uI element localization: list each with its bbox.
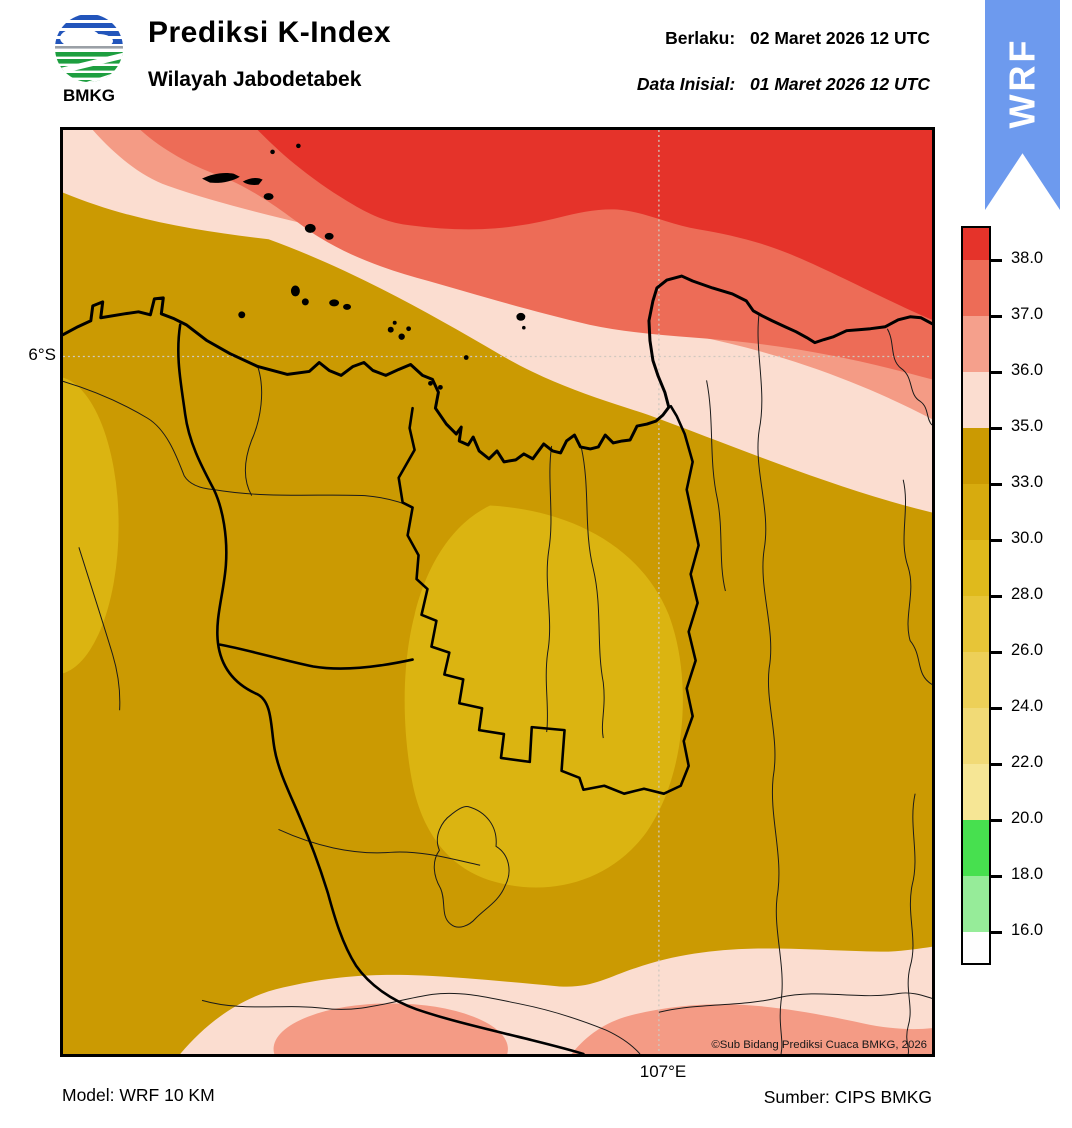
colorbar-tick [991, 595, 1002, 598]
colorbar-segment [963, 228, 989, 260]
colorbar-segment [963, 876, 989, 932]
colorbar-tick-label: 26.0 [1011, 641, 1044, 659]
k-index-map: ©Sub Bidang Prediksi Cuaca BMKG, 2026 [60, 127, 935, 1057]
bmkg-logo: BMKG [52, 12, 126, 105]
colorbar-segment [963, 652, 989, 708]
valid-time: Berlaku: 02 Maret 2026 12 UTC [430, 28, 930, 49]
colorbar-tick [991, 707, 1002, 710]
page-subtitle: Wilayah Jabodetabek [148, 68, 362, 91]
colorbar-tick [991, 819, 1002, 822]
colorbar-tick-label: 33.0 [1011, 473, 1044, 491]
initial-time: Data Inisial: 01 Maret 2026 12 UTC [430, 74, 930, 95]
fill-30-33-west [63, 377, 119, 674]
colorbar-tick-label: 30.0 [1011, 529, 1044, 547]
colorbar-tick-label: 20.0 [1011, 809, 1044, 827]
islands [202, 143, 526, 390]
initial-time-value: 01 Maret 2026 12 UTC [750, 74, 930, 94]
colorbar-segment [963, 932, 989, 963]
colorbar-tick-label: 16.0 [1011, 921, 1044, 939]
coastline [63, 274, 932, 464]
colorbar-ticks: 38.0 37.0 36.0 35.0 33.0 30.0 28.0 26.0 24.0 22.0… [991, 228, 1071, 963]
k-index-map-canvas: ©Sub Bidang Prediksi Cuaca BMKG, 2026 [63, 130, 932, 1054]
colorbar-tick-label: 22.0 [1011, 753, 1044, 771]
colorbar-segment [963, 596, 989, 652]
colorbar [961, 226, 991, 965]
colorbar-segment [963, 484, 989, 540]
colorbar-tick [991, 539, 1002, 542]
colorbar-tick-label: 35.0 [1011, 417, 1044, 435]
colorbar-tick-label: 38.0 [1011, 249, 1044, 267]
colorbar-tick-label: 37.0 [1011, 305, 1044, 323]
source-label: Sumber: CIPS BMKG [763, 1087, 932, 1107]
valid-time-label: Berlaku: [665, 28, 736, 48]
model-label: Model: WRF 10 KM [62, 1085, 215, 1105]
band-south-36-37-east [571, 1004, 932, 1054]
colorbar-segment [963, 708, 989, 764]
wrf-ribbon: WRF [985, 0, 1060, 210]
page-title: Prediksi K-Index [148, 16, 392, 49]
fill-30-33-central [404, 505, 683, 888]
valid-time-value: 02 Maret 2026 12 UTC [750, 28, 930, 48]
colorbar-segments [963, 228, 989, 963]
colorbar-tick [991, 427, 1002, 430]
colorbar-tick [991, 875, 1002, 878]
colorbar-tick-label: 36.0 [1011, 361, 1044, 379]
colorbar-tick [991, 315, 1002, 318]
bmkg-logo-icon: BMKG [55, 14, 123, 105]
longitude-label: 107°E [639, 1062, 687, 1081]
colorbar-tick [991, 651, 1002, 654]
colorbar-segment [963, 260, 989, 316]
initial-time-label: Data Inisial: [636, 74, 736, 94]
colorbar-tick-label: 24.0 [1011, 697, 1044, 715]
band-38-plus [257, 130, 932, 320]
colorbar-tick [991, 931, 1002, 934]
colorbar-tick [991, 483, 1002, 486]
colorbar-tick [991, 259, 1002, 262]
colorbar-segment [963, 428, 989, 484]
wrf-ribbon-label: WRF [1001, 37, 1043, 129]
colorbar-tick-label: 28.0 [1011, 585, 1044, 603]
bmkg-logo-text: BMKG [63, 86, 115, 104]
colorbar-tick-label: 18.0 [1011, 865, 1044, 883]
map-copyright: ©Sub Bidang Prediksi Cuaca BMKG, 2026 [711, 1039, 927, 1051]
colorbar-segment [963, 540, 989, 596]
colorbar-segment [963, 764, 989, 820]
colorbar-segment [963, 372, 989, 428]
colorbar-segment [963, 820, 989, 876]
colorbar-tick [991, 371, 1002, 374]
band-south-36-37-west [273, 1003, 508, 1054]
colorbar-tick [991, 763, 1002, 766]
district-boundaries [63, 312, 932, 1054]
province-boundaries [177, 323, 700, 1054]
colorbar-segment [963, 316, 989, 372]
latitude-label: 6°S [28, 345, 56, 364]
